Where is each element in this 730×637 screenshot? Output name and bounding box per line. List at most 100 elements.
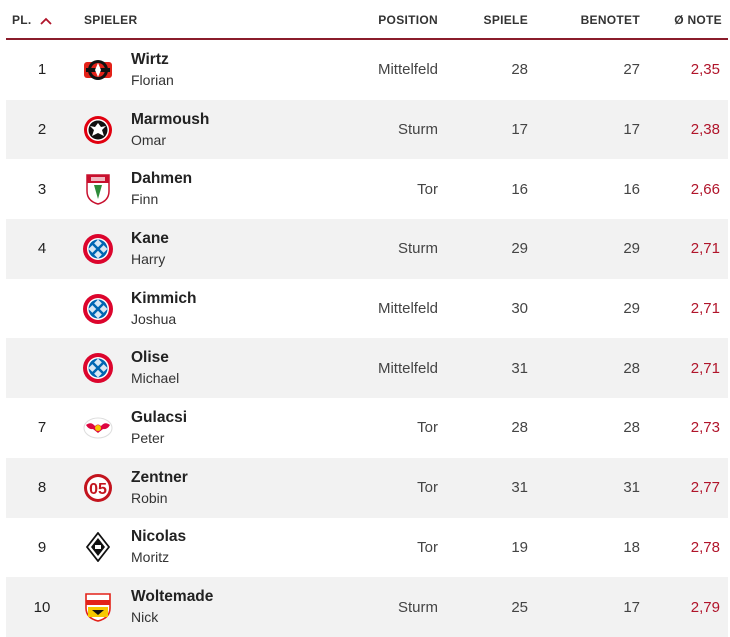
bayern-crest-icon[interactable] xyxy=(80,219,116,279)
player-last-name[interactable]: Olise xyxy=(131,349,169,367)
rank-cell: 10 xyxy=(33,598,51,616)
player-last-name[interactable]: Woltemade xyxy=(131,588,214,606)
player-name-cell[interactable]: Gulacsi Peter xyxy=(131,398,187,458)
rated-cell: 17 xyxy=(623,121,640,139)
position-column-header[interactable]: POSITION xyxy=(378,13,438,27)
chevron-up-icon[interactable] xyxy=(40,17,52,25)
avg-grade-cell: 2,71 xyxy=(690,300,720,318)
augsburg-crest-icon[interactable] xyxy=(80,159,116,219)
rank-cell: 1 xyxy=(37,61,47,79)
avg-grade-cell: 2,77 xyxy=(690,479,720,497)
avg-grade-cell: 2,79 xyxy=(690,598,720,616)
rated-cell: 18 xyxy=(623,538,640,556)
table-row[interactable]: Kimmich Joshua Mittelfeld 30 29 2,71 xyxy=(6,279,728,339)
games-cell: 30 xyxy=(511,300,528,318)
leverkusen-crest-icon[interactable] xyxy=(80,40,116,100)
rank-cell: 2 xyxy=(37,121,47,139)
player-first-name: Michael xyxy=(131,370,180,387)
player-name-cell[interactable]: Zentner Robin xyxy=(131,458,188,518)
player-first-name: Harry xyxy=(131,250,166,267)
rank-cell: 4 xyxy=(37,240,47,258)
table-row[interactable]: 2 Marmoush Omar Sturm 17 17 2,38 xyxy=(6,99,728,160)
table-row[interactable]: Olise Michael Mittelfeld 31 28 2,71 xyxy=(6,338,728,399)
position-cell: Mittelfeld xyxy=(377,300,438,318)
svg-text:05: 05 xyxy=(89,481,107,498)
position-cell: Tor xyxy=(417,538,438,556)
table-row[interactable]: 8 05 Zentner Robin Tor 31 31 2,77 xyxy=(6,457,728,518)
player-first-name: Joshua xyxy=(131,310,177,327)
player-first-name: Omar xyxy=(131,131,166,148)
player-name-cell[interactable]: Nicolas Moritz xyxy=(131,518,186,578)
table-row[interactable]: 9 Nicolas Moritz Tor 19 18 2,78 xyxy=(6,518,728,578)
player-last-name[interactable]: Zentner xyxy=(131,468,188,486)
player-column-header[interactable]: SPIELER xyxy=(84,13,138,27)
rank-cell xyxy=(6,279,78,339)
games-cell: 29 xyxy=(511,240,528,258)
games-cell: 28 xyxy=(511,419,528,437)
rated-cell: 28 xyxy=(623,359,640,377)
player-last-name[interactable]: Kane xyxy=(131,229,169,247)
position-cell: Sturm xyxy=(397,598,438,616)
games-cell: 17 xyxy=(511,121,528,139)
rank-column-header[interactable]: PL. xyxy=(12,13,52,27)
player-last-name[interactable]: Wirtz xyxy=(131,50,169,68)
leipzig-bull-icon[interactable] xyxy=(80,398,116,458)
mainz-crest-icon[interactable]: 05 xyxy=(80,458,116,518)
avg-grade-cell: 2,66 xyxy=(690,180,720,198)
table-body: 1 Wirtz Florian Mittelfeld 28 2 7 2,35 2 Marmoush… xyxy=(0,40,730,637)
player-last-name[interactable]: Kimmich xyxy=(131,289,197,307)
player-name-cell[interactable]: Kimmich Joshua xyxy=(131,279,196,339)
avg-grade-cell: 2,71 xyxy=(690,359,720,377)
player-first-name: Robin xyxy=(131,489,168,506)
bayern-crest-icon[interactable] xyxy=(80,338,116,398)
games-cell: 16 xyxy=(511,180,528,198)
table-row[interactable]: 3 Dahmen Finn Tor 16 16 2,66 xyxy=(6,159,728,219)
stuttgart-crest-icon[interactable] xyxy=(80,577,116,637)
position-cell: Sturm xyxy=(397,121,438,139)
player-last-name[interactable]: Gulacsi xyxy=(131,408,187,426)
avg-grade-cell: 2,35 xyxy=(690,61,720,79)
player-name-cell[interactable]: Dahmen Finn xyxy=(131,159,192,219)
rank-cell: 9 xyxy=(37,538,47,556)
rank-cell: 7 xyxy=(37,419,47,437)
table-header: PL. SPIELER POSITION SPIELE BENOTET Ø NO… xyxy=(6,0,728,40)
player-name-cell[interactable]: Marmoush Omar xyxy=(131,100,209,160)
frankfurt-eagle-icon[interactable] xyxy=(80,100,116,160)
table-row[interactable]: 7 Gulacsi Peter Tor 28 28 2,73 xyxy=(6,398,728,458)
position-cell: Tor xyxy=(417,479,438,497)
gladbach-crest-icon[interactable] xyxy=(80,518,116,578)
table-row[interactable]: 1 Wirtz Florian Mittelfeld 28 27 2,35 xyxy=(6,40,728,100)
avg-grade-cell: 2,78 xyxy=(690,538,720,556)
avg-grade-cell: 2,73 xyxy=(690,419,720,437)
rated-cell: 16 xyxy=(623,180,640,198)
avg-grade-cell: 2,71 xyxy=(690,240,720,258)
player-last-name[interactable]: Marmoush xyxy=(131,110,210,128)
player-first-name: Florian xyxy=(131,71,174,88)
rank-cell xyxy=(6,338,78,398)
games-column-header[interactable]: SPIELE xyxy=(483,13,528,27)
player-name-cell[interactable]: Woltemade Nick xyxy=(131,577,213,637)
player-first-name: Moritz xyxy=(131,549,170,566)
rank-cell: 3 xyxy=(37,180,47,198)
rated-cell: 28 xyxy=(623,419,640,437)
avg-grade-cell: 2,38 xyxy=(690,121,720,139)
position-cell: Sturm xyxy=(397,240,438,258)
avg-grade-column-header[interactable]: Ø NOTE xyxy=(674,13,722,27)
player-name-cell[interactable]: Olise Michael xyxy=(131,338,179,398)
games-cell: 28 xyxy=(511,61,528,79)
player-last-name[interactable]: Dahmen xyxy=(131,170,193,188)
player-first-name: Nick xyxy=(131,609,159,626)
table-row[interactable]: 4 Kane Harry Sturm 29 29 2,71 xyxy=(6,219,728,279)
player-name-cell[interactable]: Wirtz Florian xyxy=(131,40,174,100)
player-last-name[interactable]: Nicolas xyxy=(131,528,187,546)
rank-header-label: PL. xyxy=(12,13,32,27)
rated-cell: 29 xyxy=(623,300,640,318)
games-cell: 19 xyxy=(511,538,528,556)
position-cell: Tor xyxy=(417,419,438,437)
rated-column-header[interactable]: BENOTET xyxy=(580,13,640,27)
player-first-name: Finn xyxy=(131,191,159,208)
player-name-cell[interactable]: Kane Harry xyxy=(131,219,169,279)
table-row[interactable]: 10 Woltemade Nick Sturm 25 17 2,79 xyxy=(6,577,728,637)
bayern-crest-icon[interactable] xyxy=(80,279,116,339)
